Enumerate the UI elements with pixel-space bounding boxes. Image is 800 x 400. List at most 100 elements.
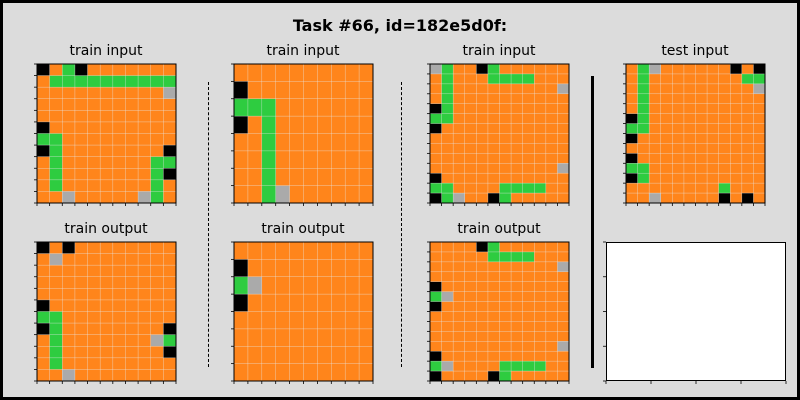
grid-cell [453, 133, 466, 144]
grid-cell [557, 64, 570, 75]
grid-cell [247, 294, 263, 312]
grid-cell [100, 121, 114, 134]
grid-cell [49, 242, 63, 254]
grid-cell [557, 321, 570, 332]
grid-cell [289, 98, 304, 117]
grid-cell [62, 179, 76, 192]
grid-cell [331, 259, 346, 278]
grid-cell [499, 261, 512, 273]
separator-test [591, 76, 594, 368]
grid-cell [441, 321, 454, 332]
grid-cell [649, 64, 662, 75]
grid-cell [511, 133, 523, 144]
grid-cell [163, 346, 177, 359]
grid-cell [476, 361, 489, 372]
grid-cell [660, 153, 673, 164]
grid-cell [163, 369, 177, 382]
grid-cell [125, 346, 139, 359]
grid-cell [511, 251, 523, 263]
grid-cell [487, 281, 500, 292]
grid-cell [522, 153, 535, 164]
grid-cell [234, 328, 249, 347]
grid-cell [37, 64, 50, 76]
grid-cell [247, 346, 263, 364]
grid-cell [234, 185, 249, 204]
grid-cell [487, 321, 500, 332]
grid-cell [430, 301, 442, 312]
train-input-grid-3 [427, 63, 570, 206]
grid-cell [359, 168, 374, 186]
grid-cell [49, 179, 63, 192]
grid-cell [557, 331, 570, 342]
grid-cell [476, 143, 489, 154]
grid-cell [649, 193, 662, 204]
grid-cell [150, 288, 164, 301]
grid-cell [289, 133, 304, 152]
grid-cell [557, 193, 570, 204]
grid-cell [247, 133, 263, 152]
grid-cell [464, 301, 477, 312]
grid-cell [62, 242, 76, 254]
train-output-grid-2 [231, 241, 374, 384]
grid-cell [476, 341, 489, 352]
grid-cell [234, 81, 249, 100]
grid-cell [100, 242, 114, 254]
grid-cell [522, 64, 535, 75]
grid-cell [487, 113, 500, 124]
grid-cell [511, 183, 523, 194]
grid-cell [345, 328, 360, 347]
grid-cell [37, 191, 50, 204]
grid-cell [557, 93, 570, 105]
grid-cell [345, 311, 360, 330]
grid-cell [163, 145, 177, 157]
grid-cell [163, 323, 177, 335]
grid-cell [626, 153, 638, 164]
grid-cell [695, 153, 708, 164]
grid-cell [345, 276, 360, 295]
grid-cell [261, 81, 276, 100]
grid-cell [345, 64, 360, 82]
grid-cell [718, 193, 731, 204]
grid-cell [62, 168, 76, 181]
grid-cell [522, 123, 535, 134]
grid-cell [331, 294, 346, 312]
grid-cell [499, 163, 512, 174]
grid-cell [637, 83, 650, 95]
grid-cell [317, 294, 332, 312]
grid-cell [138, 145, 152, 157]
grid-cell [87, 191, 101, 204]
grid-cell [718, 103, 731, 114]
grid-cell [303, 81, 318, 100]
grid-cell [637, 173, 650, 184]
grid-cell [637, 123, 650, 134]
grid-cell [289, 363, 304, 382]
grid-cell [150, 75, 164, 88]
grid-cell [718, 93, 731, 105]
grid-cell [49, 369, 63, 382]
grid-border [36, 241, 177, 382]
grid-cell [649, 143, 662, 154]
grid-cell [441, 371, 454, 382]
grid-cell [637, 183, 650, 194]
grid-cell [499, 371, 512, 382]
grid-cell [487, 351, 500, 362]
grid-cell [430, 93, 442, 105]
grid-cell [317, 346, 332, 364]
grid-cell [557, 291, 570, 302]
grid-cell [453, 321, 466, 332]
grid-cell [275, 185, 290, 204]
grid-cell [74, 311, 88, 324]
grid-cell [464, 321, 477, 332]
grid-cell [163, 265, 177, 278]
grid-cell [303, 168, 318, 186]
grid-cell [499, 242, 512, 253]
grid-cell [234, 276, 249, 295]
grid-cell [545, 321, 558, 332]
grid-cell [303, 311, 318, 330]
grid-cell [557, 123, 570, 134]
grid-cell [557, 73, 570, 85]
grid-cell [545, 183, 558, 194]
grid-cell [49, 75, 63, 88]
grid-cell [626, 103, 638, 114]
grid-cell [464, 261, 477, 273]
